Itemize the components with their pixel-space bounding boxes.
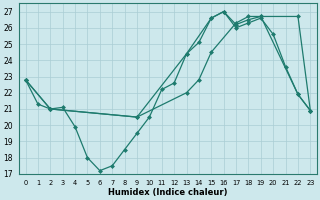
X-axis label: Humidex (Indice chaleur): Humidex (Indice chaleur) [108,188,228,197]
